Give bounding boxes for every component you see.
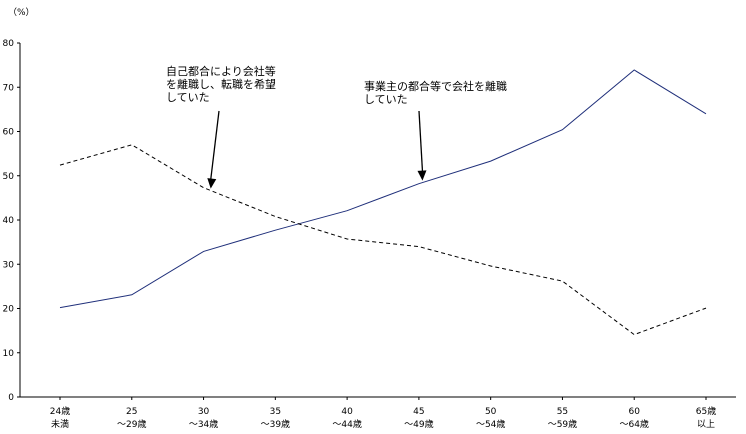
arrow-shaft — [210, 110, 220, 180]
x-tick-label: 65歳 — [696, 405, 716, 417]
y-tick-label: 50 — [3, 172, 15, 182]
annotation-text-company: 事業主の都合等で会社を離職 — [364, 79, 507, 93]
x-tick-label: ～49歳 — [404, 418, 433, 430]
y-tick-label: 10 — [3, 349, 15, 359]
annotation-text-self: していた — [166, 91, 210, 104]
annotation-text-company: していた — [364, 93, 408, 106]
x-tick-label: 45 — [413, 407, 424, 417]
y-tick-label: 40 — [3, 216, 15, 226]
x-tick-label: 50 — [485, 407, 497, 417]
x-tick-label: 未満 — [51, 418, 69, 430]
x-tick-label: 以上 — [697, 419, 715, 430]
series-line-company — [59, 69, 707, 309]
x-tick-label: 25 — [126, 407, 137, 417]
x-tick-label: 55 — [557, 407, 568, 417]
y-tick-label: 70 — [3, 83, 15, 93]
series-line-self — [59, 144, 707, 336]
annotation-arrow-company — [417, 110, 427, 181]
annotation-text-self: 自己都合により会社等 — [166, 64, 276, 78]
x-tick-label: ～64歳 — [619, 418, 648, 430]
x-tick-label: ～34歳 — [189, 418, 218, 430]
x-tick-label: 24歳 — [50, 405, 70, 417]
series-lines — [59, 69, 707, 336]
x-tick-label: 40 — [341, 407, 353, 417]
annotation-arrow-self — [207, 110, 220, 189]
x-tick-label: ～29歳 — [117, 418, 146, 430]
x-tick-label: ～44歳 — [332, 418, 361, 430]
x-tick-label: ～39歳 — [261, 418, 290, 430]
y-axis: 0 10 20 30 40 50 60 70 80 — [3, 39, 21, 403]
x-tick-label: ～59歳 — [548, 418, 577, 430]
x-tick-label: 30 — [198, 407, 210, 417]
x-tick-label: 60 — [628, 407, 640, 417]
y-tick-label: 20 — [3, 305, 15, 315]
y-tick-label: 80 — [3, 39, 15, 49]
y-tick-label: 0 — [8, 393, 14, 403]
annotation-text-self: を離職し、転職を希望 — [166, 77, 276, 91]
arrow-shaft — [418, 110, 424, 172]
arrow-head — [417, 170, 427, 181]
x-tick-label: 35 — [270, 407, 281, 417]
unit-label: （%） — [8, 7, 35, 18]
y-tick-label: 30 — [3, 260, 15, 270]
x-tick-label: ～54歳 — [476, 418, 505, 430]
arrow-head — [207, 178, 217, 189]
y-tick-label: 60 — [3, 128, 15, 138]
annotations: 自己都合により会社等を離職し、転職を希望していた事業主の都合等で会社を離職してい… — [166, 64, 507, 189]
